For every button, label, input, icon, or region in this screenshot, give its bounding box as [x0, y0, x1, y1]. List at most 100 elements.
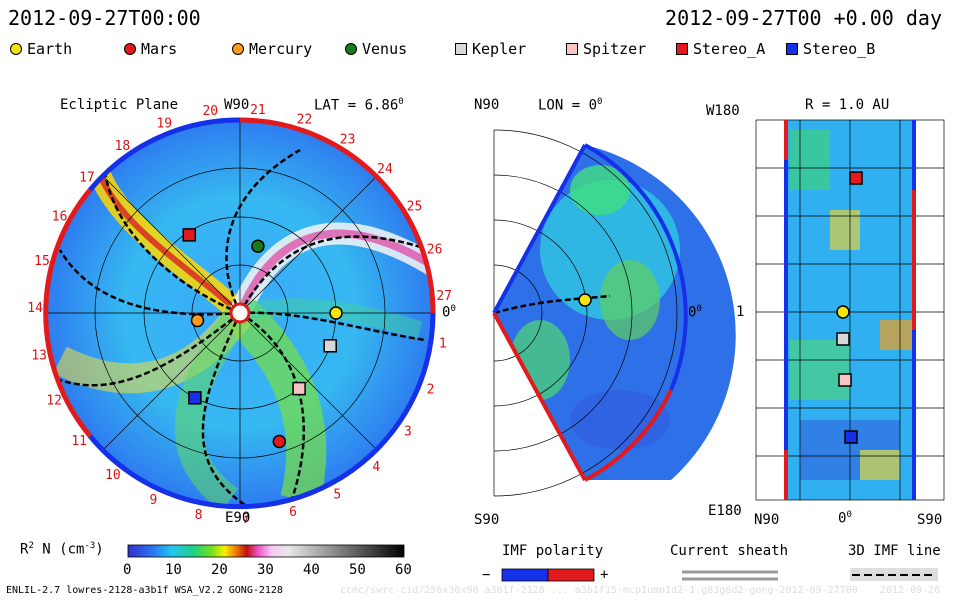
- legend-label: Stereo_B: [803, 40, 876, 58]
- carrington-label: 18: [115, 139, 131, 154]
- ecliptic-lat-label: LAT = 6.860: [314, 97, 404, 114]
- strip-marker-stereo-b: [844, 430, 858, 444]
- imf-plus: +: [600, 567, 609, 583]
- radial-r-label: R = 1.0 AU: [805, 97, 890, 113]
- carrington-label: 5: [333, 487, 341, 502]
- imf-title: IMF polarity: [502, 543, 604, 559]
- body-marker-kepler: [323, 339, 337, 353]
- meridional-bottom-label: S90: [474, 512, 500, 528]
- carrington-label: 14: [27, 301, 43, 316]
- meridional-panel: [492, 129, 736, 497]
- body-marker-earth-meridional: [578, 293, 592, 307]
- imf-positive-swatch: [547, 568, 595, 582]
- legend-label: Kepler: [472, 40, 527, 58]
- carrington-label: 10: [105, 468, 121, 483]
- meridional-top-label: N90: [474, 97, 500, 113]
- timestamp-right: 2012-09-27T00 +0.00 day: [665, 6, 942, 30]
- legend-item-spitzer: Spitzer: [566, 40, 646, 58]
- carrington-label: 1: [439, 337, 447, 352]
- carrington-label: 22: [297, 112, 313, 127]
- timestamp-left: 2012-09-27T00:00: [8, 6, 201, 30]
- radial-x-left: N90: [754, 512, 780, 528]
- carrington-label: 21: [250, 103, 266, 118]
- imf3d-title: 3D IMF line: [848, 543, 941, 559]
- sheath-title: Current sheath: [670, 543, 789, 559]
- carrington-label: 27: [436, 289, 452, 304]
- body-marker-earth: [329, 306, 343, 320]
- legend-label: Earth: [27, 40, 73, 58]
- carrington-label: 6: [289, 505, 297, 520]
- colorbar-tick-label: 20: [211, 562, 228, 578]
- legend-item-venus: Venus: [345, 40, 407, 58]
- carrington-label: 7: [242, 512, 250, 527]
- ecliptic-top-label: W90: [224, 97, 250, 113]
- imf-negative-swatch: [501, 568, 549, 582]
- carrington-label: 17: [79, 171, 95, 186]
- radial-x-mid: 00: [838, 510, 852, 527]
- carrington-label: 16: [52, 210, 68, 225]
- carrington-label: 15: [34, 254, 50, 269]
- colorbar-tick-label: 10: [165, 562, 182, 578]
- colorbar-label: R2 N (cm-3): [20, 541, 104, 558]
- carrington-label: 12: [46, 394, 62, 409]
- imf-minus: −: [482, 567, 491, 583]
- strip-marker-stereo-a: [849, 171, 863, 185]
- legend-item-stereo-b: Stereo_B: [786, 40, 875, 58]
- legend-marker-icon: [345, 43, 357, 55]
- carrington-label: 4: [372, 460, 380, 475]
- carrington-label: 2: [427, 383, 435, 398]
- radial-bottom-left: E180: [708, 503, 742, 519]
- strip-marker-kepler: [836, 332, 850, 346]
- legend-item-mercury: Mercury: [232, 40, 312, 58]
- carrington-label: 11: [71, 434, 87, 449]
- footer-date: 2012-09-26: [880, 585, 941, 596]
- footer-run: ccmc/swrc-cid/256x30x90 a3b1f-2128 ... a…: [340, 585, 858, 596]
- body-marker-mars: [272, 434, 287, 449]
- carrington-label: 13: [31, 349, 47, 364]
- ecliptic-panel: [43, 117, 436, 510]
- meridional-lon-label: LON = 00: [538, 97, 603, 114]
- legend-marker-icon: [232, 43, 244, 55]
- legend-label: Spitzer: [583, 40, 647, 58]
- colorbar: [127, 544, 405, 558]
- legend-marker-icon: [676, 43, 688, 55]
- ecliptic-bottom-label: E90: [225, 510, 251, 526]
- legend-label: Stereo_A: [693, 40, 766, 58]
- colorbar-tick-label: 30: [257, 562, 274, 578]
- body-marker-stereo-a: [182, 228, 197, 242]
- footer-model: ENLIL-2.7 lowres-2128-a3b1f WSA_V2.2 GON…: [6, 585, 283, 596]
- radial-top-left: W180: [706, 103, 740, 119]
- legend-marker-icon: [786, 43, 798, 55]
- legend-label: Venus: [362, 40, 408, 58]
- legend-marker-icon: [566, 43, 578, 55]
- strip-marker-spitzer: [838, 373, 852, 387]
- legend-item-mars: Mars: [124, 40, 177, 58]
- meridional-right-label: 00: [688, 304, 702, 321]
- carrington-label: 8: [195, 508, 203, 523]
- colorbar-tick-label: 0: [123, 562, 132, 578]
- legend-marker-icon: [455, 43, 467, 55]
- legend-item-stereo-a: Stereo_A: [676, 40, 765, 58]
- colorbar-tick-label: 40: [303, 562, 320, 578]
- legend-label: Mars: [141, 40, 178, 58]
- legend-marker-icon: [124, 43, 136, 55]
- legend-item-kepler: Kepler: [455, 40, 526, 58]
- carrington-label: 23: [340, 133, 356, 148]
- body-marker-mercury: [190, 313, 205, 328]
- body-marker-venus: [251, 239, 265, 253]
- radial-mid-left: 1: [736, 304, 745, 320]
- carrington-label: 26: [427, 243, 443, 258]
- colorbar-tick-label: 60: [395, 562, 412, 578]
- carrington-label: 24: [377, 162, 393, 177]
- radial-x-right: S90: [917, 512, 943, 528]
- carrington-label: 25: [407, 199, 423, 214]
- strip-marker-earth: [836, 305, 850, 319]
- carrington-label: 19: [156, 117, 172, 132]
- carrington-label: 9: [149, 493, 157, 508]
- legend-item-earth: Earth: [10, 40, 72, 58]
- body-marker-spitzer: [292, 381, 306, 396]
- carrington-label: 3: [404, 425, 412, 440]
- body-marker-stereo-b: [188, 391, 202, 405]
- colorbar-tick-label: 50: [349, 562, 366, 578]
